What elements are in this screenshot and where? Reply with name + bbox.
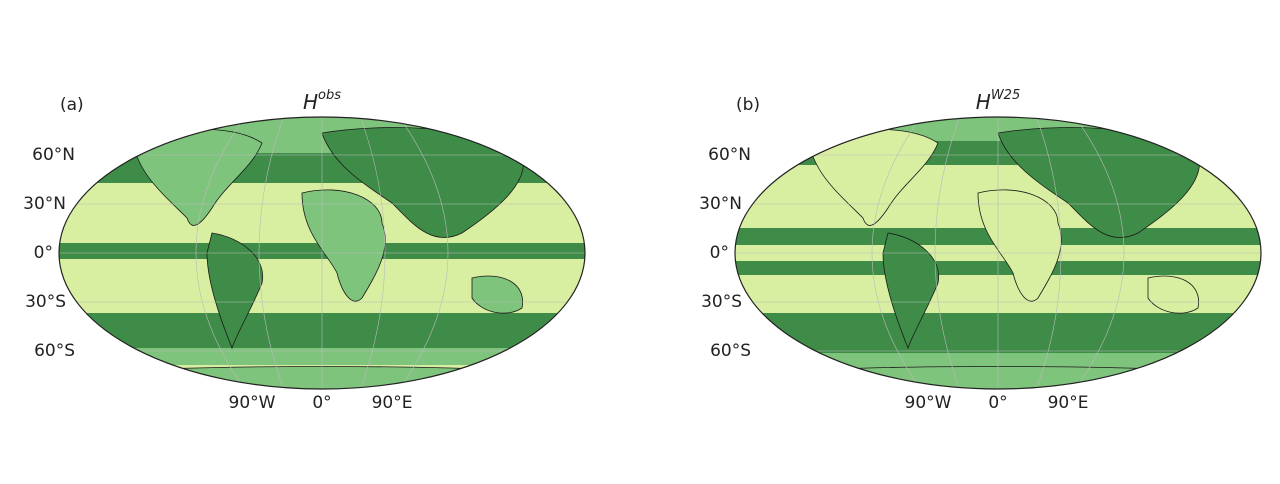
- graticule: [871, 117, 922, 389]
- continent: [1147, 275, 1200, 314]
- continent: [977, 189, 1062, 302]
- graticule: [258, 117, 284, 389]
- lat-label: 60°N: [708, 145, 751, 165]
- lon-label: 90°W: [229, 393, 276, 413]
- lat-label: 30°N: [23, 194, 66, 214]
- graticule: [1036, 117, 1062, 389]
- lon-label: 90°E: [1048, 393, 1089, 413]
- continent: [206, 232, 264, 350]
- panel-label: (a): [60, 95, 84, 115]
- graticule: [398, 117, 449, 389]
- lat-label: 30°S: [25, 292, 66, 312]
- panel-title: Hobs: [303, 88, 341, 114]
- lon-label: 90°W: [905, 393, 952, 413]
- lon-label: 0°: [988, 393, 1007, 413]
- continent: [131, 128, 263, 226]
- panel-label: (b): [736, 95, 760, 115]
- map-outline: [734, 116, 1262, 390]
- graticule: [195, 117, 246, 389]
- continent: [882, 232, 940, 350]
- continent: [471, 275, 524, 314]
- graticule: [1074, 117, 1125, 389]
- lat-label: 30°S: [701, 292, 742, 312]
- map-outline: [58, 116, 586, 390]
- lat-label: 60°S: [34, 341, 75, 361]
- title-sup: W25: [991, 88, 1020, 103]
- graticule: [934, 117, 960, 389]
- map-panel: [59, 117, 585, 389]
- lat-label: 0°: [34, 243, 53, 263]
- panel-title: HW25: [976, 88, 1020, 114]
- lon-label: 0°: [312, 393, 331, 413]
- continent: [301, 189, 386, 302]
- graticule: [360, 117, 386, 389]
- lat-label: 0°: [710, 243, 729, 263]
- map-panel: [735, 117, 1261, 389]
- lon-label: 90°E: [372, 393, 413, 413]
- lat-label: 60°S: [710, 341, 751, 361]
- lat-label: 60°N: [32, 145, 75, 165]
- title-sup: obs: [318, 88, 341, 103]
- title-base: H: [976, 90, 991, 114]
- continent: [807, 128, 939, 226]
- title-base: H: [303, 90, 318, 114]
- lat-label: 30°N: [699, 194, 742, 214]
